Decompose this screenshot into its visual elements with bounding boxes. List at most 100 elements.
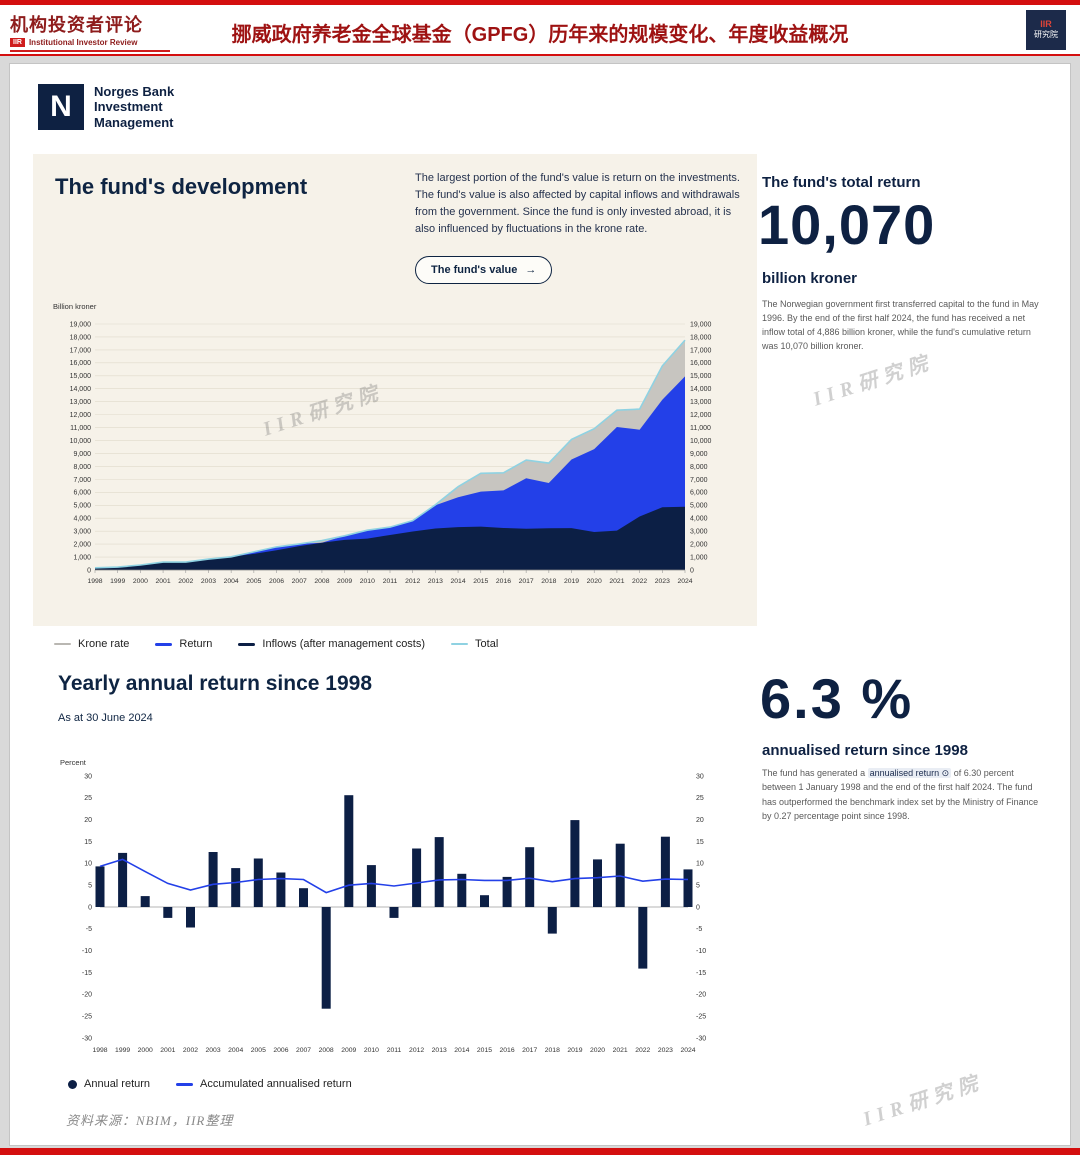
- svg-text:2006: 2006: [273, 1047, 288, 1054]
- svg-text:17,000: 17,000: [690, 347, 712, 354]
- svg-text:1,000: 1,000: [73, 554, 91, 561]
- svg-text:10: 10: [696, 861, 704, 868]
- svg-text:-10: -10: [696, 948, 706, 955]
- svg-text:0: 0: [88, 904, 92, 911]
- bottom-red-strip: [0, 1148, 1080, 1155]
- svg-text:8,000: 8,000: [690, 464, 708, 471]
- nbim-name-line2: Investment: [94, 99, 163, 115]
- annualised-desc-pre: The fund has generated a: [762, 768, 868, 778]
- area-chart-unit-label: Billion kroner: [53, 302, 97, 311]
- inflows-swatch: [238, 642, 256, 646]
- brand-chinese-name: 机构投资者评论: [10, 15, 143, 35]
- svg-text:2009: 2009: [337, 578, 352, 585]
- nbim-logo-text: Norges Bank Investment Management: [94, 84, 174, 130]
- svg-text:2022: 2022: [632, 578, 647, 585]
- svg-text:2020: 2020: [587, 578, 602, 585]
- svg-text:0: 0: [87, 567, 91, 574]
- svg-text:-15: -15: [82, 970, 92, 977]
- yearly-return-bar-chart: -30 -30 -25 -25 -20 -20 -15 -15 -10 -10 -5 -5 0 0 5 5 10…: [82, 773, 706, 1054]
- svg-text:2,000: 2,000: [73, 542, 91, 549]
- svg-text:1999: 1999: [110, 578, 125, 585]
- legend-label: Return: [179, 638, 213, 650]
- legend-item-total: Total: [451, 638, 498, 650]
- svg-text:19,000: 19,000: [690, 321, 712, 328]
- brand-underline: [10, 50, 170, 52]
- svg-text:2012: 2012: [409, 1047, 424, 1054]
- svg-text:11,000: 11,000: [70, 425, 91, 432]
- svg-text:2007: 2007: [292, 578, 307, 585]
- svg-text:-30: -30: [82, 1035, 92, 1042]
- svg-text:7,000: 7,000: [690, 477, 708, 484]
- svg-text:2014: 2014: [454, 1047, 469, 1054]
- svg-text:2012: 2012: [405, 578, 420, 585]
- annualised-desc-post: of 6.30 percent between 1 January 1998 a…: [762, 768, 1039, 822]
- svg-text:0: 0: [690, 567, 694, 574]
- svg-text:3,000: 3,000: [73, 529, 91, 536]
- svg-text:5: 5: [88, 883, 92, 890]
- svg-text:2010: 2010: [360, 578, 375, 585]
- svg-text:2003: 2003: [206, 1047, 221, 1054]
- svg-text:11,000: 11,000: [690, 425, 711, 432]
- svg-text:13,000: 13,000: [70, 399, 92, 406]
- annualised-return-label: annualised return since 1998: [762, 742, 968, 759]
- area-chart-legend: Krone rate Return Inflows (after managem…: [54, 638, 498, 650]
- watermark-right: IIR研究院: [810, 351, 937, 411]
- legend-item-inflows: Inflows (after management costs): [238, 638, 425, 650]
- svg-text:-25: -25: [696, 1014, 706, 1021]
- svg-text:18,000: 18,000: [70, 334, 92, 341]
- svg-text:1999: 1999: [115, 1047, 130, 1054]
- fund-development-title: The fund's development: [55, 174, 308, 199]
- svg-text:2005: 2005: [251, 1047, 266, 1054]
- fund-development-section: The fund's development The largest porti…: [33, 154, 757, 626]
- svg-text:25: 25: [84, 795, 92, 802]
- legend-label: Total: [475, 638, 499, 650]
- svg-text:12,000: 12,000: [690, 412, 712, 419]
- svg-text:2024: 2024: [677, 578, 692, 585]
- svg-text:2,000: 2,000: [690, 542, 708, 549]
- svg-text:5: 5: [696, 883, 700, 890]
- corner-logo-iir: IIR: [1040, 19, 1052, 30]
- svg-text:2006: 2006: [269, 578, 284, 585]
- svg-text:30: 30: [696, 773, 704, 780]
- source-note: 资料来源：NBIM，IIR整理: [66, 1113, 234, 1128]
- svg-text:25: 25: [696, 795, 704, 802]
- svg-text:2009: 2009: [341, 1047, 356, 1054]
- svg-text:2008: 2008: [319, 1047, 334, 1054]
- annualised-return-chip: annualised return ⊙: [867, 768, 952, 778]
- accumulated-return-line-swatch: [176, 1082, 194, 1086]
- svg-text:6,000: 6,000: [690, 490, 708, 497]
- svg-text:2021: 2021: [609, 578, 624, 585]
- svg-text:15: 15: [696, 839, 704, 846]
- annualised-return-value: 6.3 %: [760, 667, 914, 730]
- svg-text:16,000: 16,000: [70, 360, 92, 367]
- total-return-value: 10,070: [758, 193, 936, 256]
- svg-text:-10: -10: [82, 948, 92, 955]
- svg-text:0: 0: [696, 904, 700, 911]
- total-return-heading: The fund's total return: [762, 174, 921, 191]
- svg-text:-20: -20: [696, 992, 706, 999]
- total-swatch: [451, 643, 469, 645]
- svg-text:2013: 2013: [428, 578, 443, 585]
- funds-value-button-label: The fund's value: [431, 264, 518, 276]
- svg-text:1,000: 1,000: [690, 554, 708, 561]
- svg-text:2017: 2017: [519, 578, 534, 585]
- legend-item-accumulated-return: Accumulated annualised return: [176, 1078, 352, 1090]
- svg-text:7,000: 7,000: [73, 477, 91, 484]
- bar-chart-legend: Annual return Accumulated annualised ret…: [68, 1078, 352, 1090]
- brand-english-name: Institutional Investor Review: [28, 38, 138, 47]
- svg-text:30: 30: [84, 773, 92, 780]
- svg-text:9,000: 9,000: [690, 451, 708, 458]
- legend-label: Krone rate: [78, 638, 130, 650]
- info-circle-icon: ⊙: [941, 768, 950, 778]
- funds-value-button[interactable]: The fund's value →: [415, 256, 553, 284]
- svg-text:2023: 2023: [658, 1047, 673, 1054]
- svg-text:2000: 2000: [138, 1047, 153, 1054]
- svg-text:-20: -20: [82, 992, 92, 999]
- page-title: 挪威政府养老金全球基金（GPFG）历年来的规模变化、年度收益概况: [231, 24, 849, 46]
- svg-text:1998: 1998: [92, 1047, 107, 1054]
- svg-text:17,000: 17,000: [70, 347, 92, 354]
- svg-text:-15: -15: [696, 970, 706, 977]
- svg-text:2024: 2024: [680, 1047, 695, 1054]
- svg-text:8,000: 8,000: [73, 464, 91, 471]
- iir-corner-logo: IIR 研究院: [1026, 10, 1066, 50]
